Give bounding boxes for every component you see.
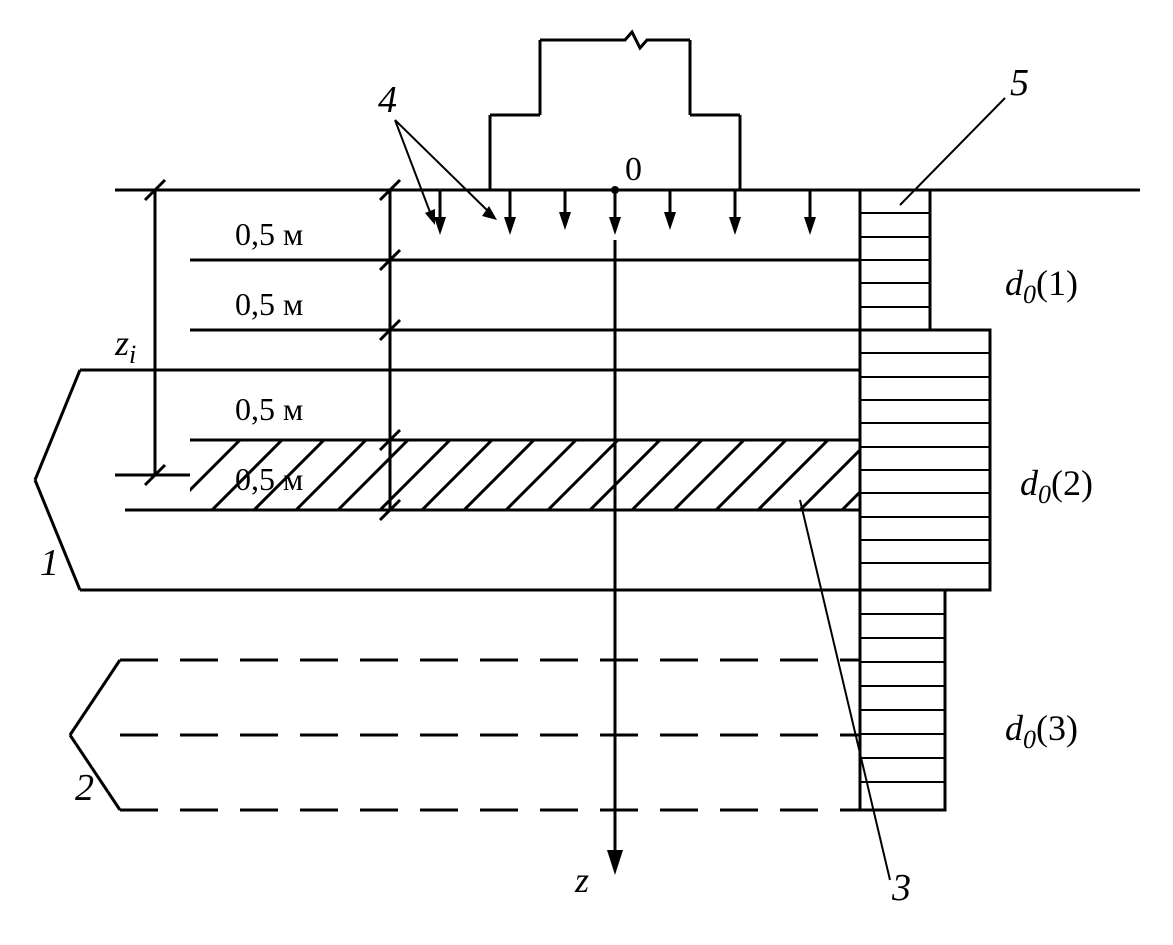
callout-2: 2 <box>75 767 94 809</box>
layer-label-2: 0,5 м <box>235 286 303 322</box>
load-arrow <box>559 190 571 230</box>
load-arrow <box>664 190 676 230</box>
structure-top <box>490 32 740 190</box>
zi-label: zi <box>114 323 136 369</box>
callout-5: 5 <box>1010 62 1029 104</box>
layer-label-3: 0,5 м <box>235 391 303 427</box>
callout-3: 3 <box>891 867 911 909</box>
z-axis <box>607 240 623 875</box>
load-arrow <box>434 190 446 235</box>
d03-label: d0(3) <box>1005 708 1078 754</box>
origin-dot <box>611 186 619 194</box>
load-arrow <box>609 190 621 235</box>
load-arrow <box>504 190 516 235</box>
origin-label: 0 <box>625 151 642 188</box>
callout-1: 1 <box>40 542 59 584</box>
engineering-diagram: 0 0,5 м 0,5 м 0,5 м 0,5 м zi <box>20 20 1173 925</box>
zi-sub: i <box>129 340 136 369</box>
d01-label: d0(1) <box>1005 263 1078 309</box>
bar-chart <box>860 190 990 810</box>
load-arrow <box>729 190 741 235</box>
load-arrow <box>804 190 816 235</box>
z-axis-label: z <box>574 860 589 900</box>
callout-4: 4 <box>378 79 397 121</box>
layer-label-1: 0,5 м <box>235 216 303 252</box>
callout-4-leader <box>395 120 497 225</box>
layer-label-4: 0,5 м <box>235 461 303 497</box>
callout-3-leader <box>800 500 890 880</box>
dashed-region <box>120 660 860 810</box>
layer-lines <box>80 260 860 590</box>
d02-label: d0(2) <box>1020 463 1093 509</box>
